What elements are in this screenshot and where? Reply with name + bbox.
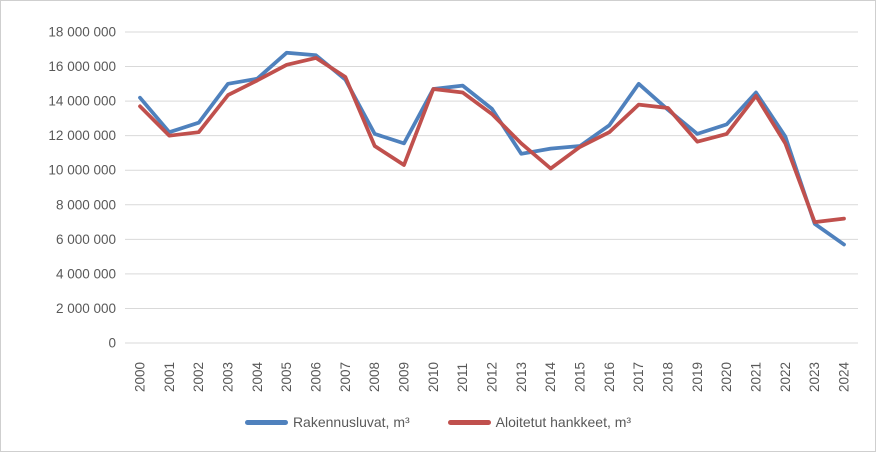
legend-swatch-red-line: [447, 419, 491, 425]
legend-swatch-blue-line: [244, 419, 288, 425]
x-tick-label: 2019: [690, 362, 705, 392]
y-tick-label: 14 000 000: [48, 94, 116, 109]
legend-label-rakennusluvat: Rakennusluvat, m³: [292, 414, 410, 430]
y-tick-label: 4 000 000: [56, 266, 116, 281]
x-tick-label: 2012: [485, 362, 500, 392]
x-tick-label: 2015: [573, 362, 588, 392]
legend-label-aloitetut-hankkeet: Aloitetut hankkeet, m³: [495, 414, 632, 430]
x-tick-label: 2011: [455, 363, 470, 392]
x-tick-label: 2005: [279, 362, 294, 392]
x-tick-label: 2000: [133, 362, 148, 392]
y-tick-label: 16 000 000: [48, 59, 116, 74]
legend-item-aloitetut-hankkeet: Aloitetut hankkeet, m³: [447, 414, 632, 430]
y-tick-label: 10 000 000: [48, 163, 116, 178]
x-tick-label: 2007: [338, 362, 353, 392]
series-line-1: [138, 56, 846, 224]
x-tick-label: 2008: [367, 362, 382, 392]
x-tick-label: 2009: [397, 362, 412, 392]
x-tick-label: 2014: [543, 361, 558, 392]
x-tick-label: 2016: [602, 362, 617, 392]
x-tick-label: 2021: [749, 362, 764, 392]
y-tick-label: 12 000 000: [48, 128, 116, 143]
y-tick-label: 6 000 000: [56, 232, 116, 247]
x-tick-label: 2006: [309, 362, 324, 392]
x-tick-label: 2003: [221, 362, 236, 392]
y-tick-label: 0: [108, 336, 116, 351]
x-tick-label: 2004: [250, 361, 265, 392]
x-tick-label: 2020: [719, 362, 734, 392]
series-line-0: [138, 50, 846, 247]
x-tick-label: 2017: [631, 362, 646, 392]
x-tick-label: 2024: [837, 361, 852, 392]
x-tick-label: 2002: [191, 362, 206, 392]
x-tick-label: 2022: [778, 362, 793, 392]
x-tick-label: 2018: [661, 362, 676, 392]
x-tick-label: 2010: [426, 362, 441, 392]
x-tick-label: 2001: [162, 362, 177, 392]
legend-item-rakennusluvat: Rakennusluvat, m³: [244, 414, 410, 430]
legend: Rakennusluvat, m³ Aloitetut hankkeet, m³: [1, 407, 875, 437]
y-tick-label: 8 000 000: [56, 197, 116, 212]
y-tick-label: 18 000 000: [48, 25, 116, 40]
y-tick-label: 2 000 000: [56, 301, 116, 316]
x-tick-label: 2013: [514, 362, 529, 392]
x-tick-label: 2023: [807, 362, 822, 392]
